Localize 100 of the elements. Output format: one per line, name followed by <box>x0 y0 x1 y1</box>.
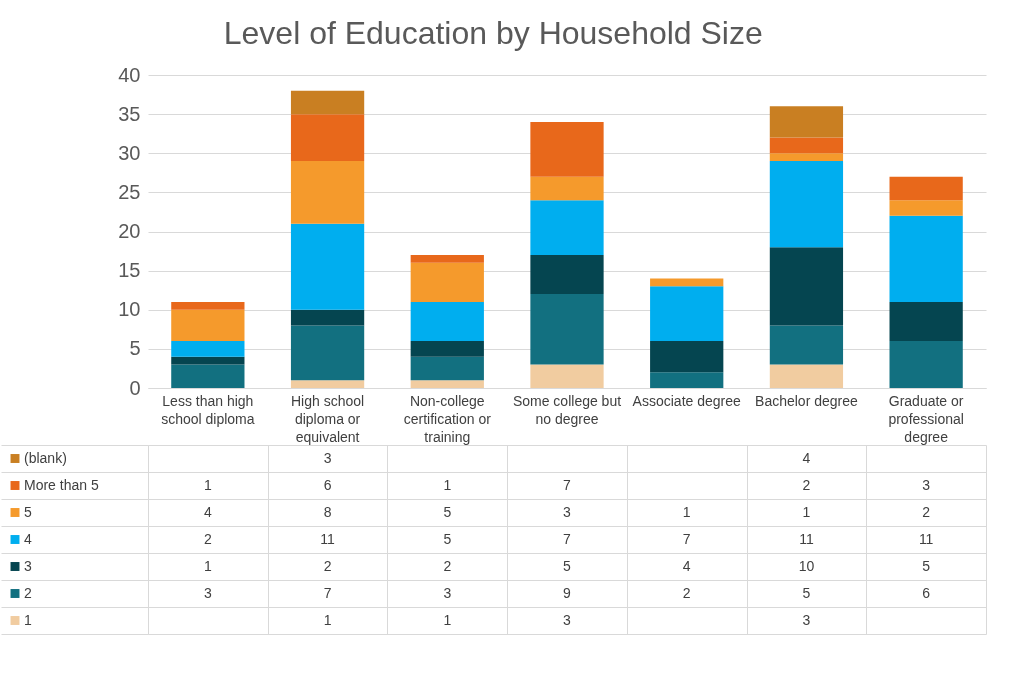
bar <box>410 356 484 381</box>
data-label: 2 <box>802 476 811 493</box>
legend-label: (blank) <box>24 449 67 466</box>
x-tick-label: Graduate or professional degree <box>888 392 964 445</box>
data-label: 11 <box>799 530 814 547</box>
bar <box>410 301 484 342</box>
legend-label: 4 <box>24 530 32 547</box>
data-label: 11 <box>320 530 336 547</box>
y-tick-label: 15 <box>118 259 141 282</box>
bar <box>889 176 963 201</box>
legend-label: More than 5 <box>24 476 99 493</box>
bar <box>410 262 484 302</box>
data-label: 5 <box>563 557 572 574</box>
data-label: 5 <box>802 584 811 601</box>
legend-label: 1 <box>24 611 32 628</box>
bar <box>650 278 724 287</box>
bar <box>769 161 844 248</box>
chart-title: Level of Education by Household Size <box>223 15 763 51</box>
bar <box>889 301 963 342</box>
data-label: 6 <box>323 476 332 493</box>
data-label: 7 <box>563 530 572 547</box>
bar <box>650 372 724 388</box>
data-label: 3 <box>563 503 572 520</box>
y-tick-label: 30 <box>118 141 141 164</box>
x-tick-label: Some college but no degree <box>512 392 622 427</box>
y-tick-label: 5 <box>129 337 141 360</box>
data-label: 7 <box>323 584 332 601</box>
y-tick-label: 25 <box>118 180 141 203</box>
bar <box>769 153 844 162</box>
legend-label: 2 <box>24 584 32 601</box>
bar <box>171 341 245 357</box>
bar <box>769 364 844 388</box>
bar <box>290 309 365 326</box>
data-label: 4 <box>203 503 212 520</box>
data-label: 3 <box>323 449 332 466</box>
y-tick-label: 10 <box>118 298 141 321</box>
bar <box>410 341 484 357</box>
bar <box>769 325 844 365</box>
data-label: 10 <box>798 557 815 574</box>
data-label: 11 <box>918 530 934 547</box>
bar <box>530 254 604 295</box>
data-label: 1 <box>203 476 212 493</box>
data-label: 5 <box>922 557 931 574</box>
data-label: 8 <box>323 503 332 520</box>
data-label: 3 <box>802 611 811 628</box>
y-tick-label: 40 <box>118 63 141 86</box>
data-label: 3 <box>443 584 452 601</box>
bar <box>530 121 604 177</box>
y-tick-label: 0 <box>129 376 141 399</box>
x-tick-label: Less than high school diploma <box>161 392 255 427</box>
data-label: 9 <box>563 584 572 601</box>
y-tick-label: 20 <box>118 220 141 242</box>
data-label: 1 <box>802 503 811 520</box>
data-label: 2 <box>443 557 452 574</box>
data-label: 3 <box>922 476 931 493</box>
data-label: 2 <box>922 503 931 520</box>
x-tick-label: Non-college certification or training <box>403 392 492 445</box>
data-label: 2 <box>323 557 332 574</box>
bar <box>650 286 724 342</box>
data-label: 5 <box>443 503 452 520</box>
bar <box>530 200 604 255</box>
data-label: 2 <box>203 530 212 547</box>
bar <box>290 380 365 388</box>
bar <box>889 215 963 302</box>
x-tick-label: Bachelor degree <box>755 392 858 409</box>
bar <box>171 356 245 365</box>
data-label: 1 <box>203 557 212 574</box>
legend-label: 3 <box>24 557 32 574</box>
data-label: 2 <box>682 584 691 601</box>
data-label: 5 <box>443 530 452 547</box>
data-label: 6 <box>922 584 931 601</box>
bar <box>171 301 245 310</box>
data-label: 1 <box>443 476 452 493</box>
bar <box>769 137 844 154</box>
bar <box>769 247 844 326</box>
bar <box>290 223 365 310</box>
data-label: 1 <box>682 503 691 520</box>
bar <box>290 114 365 162</box>
bar <box>171 309 245 342</box>
bar <box>650 341 724 373</box>
bar <box>290 161 365 224</box>
bar <box>769 106 844 138</box>
bar <box>530 364 604 388</box>
legend-label: 5 <box>24 503 32 520</box>
x-tick-label: Associate degree <box>632 392 742 409</box>
y-tick-label: 35 <box>118 102 141 125</box>
bar <box>410 380 484 388</box>
bar <box>530 176 604 201</box>
data-label: 7 <box>563 476 572 493</box>
bar <box>530 294 604 365</box>
bar <box>290 325 365 381</box>
bar <box>171 364 245 388</box>
x-tick-label: High school diploma or equivalent <box>290 392 365 445</box>
data-label: 7 <box>682 530 691 547</box>
data-label: 1 <box>323 611 332 628</box>
bar <box>290 90 365 115</box>
data-label: 4 <box>802 449 811 466</box>
data-label: 4 <box>682 557 691 574</box>
bar <box>889 341 963 388</box>
bar <box>889 200 963 216</box>
